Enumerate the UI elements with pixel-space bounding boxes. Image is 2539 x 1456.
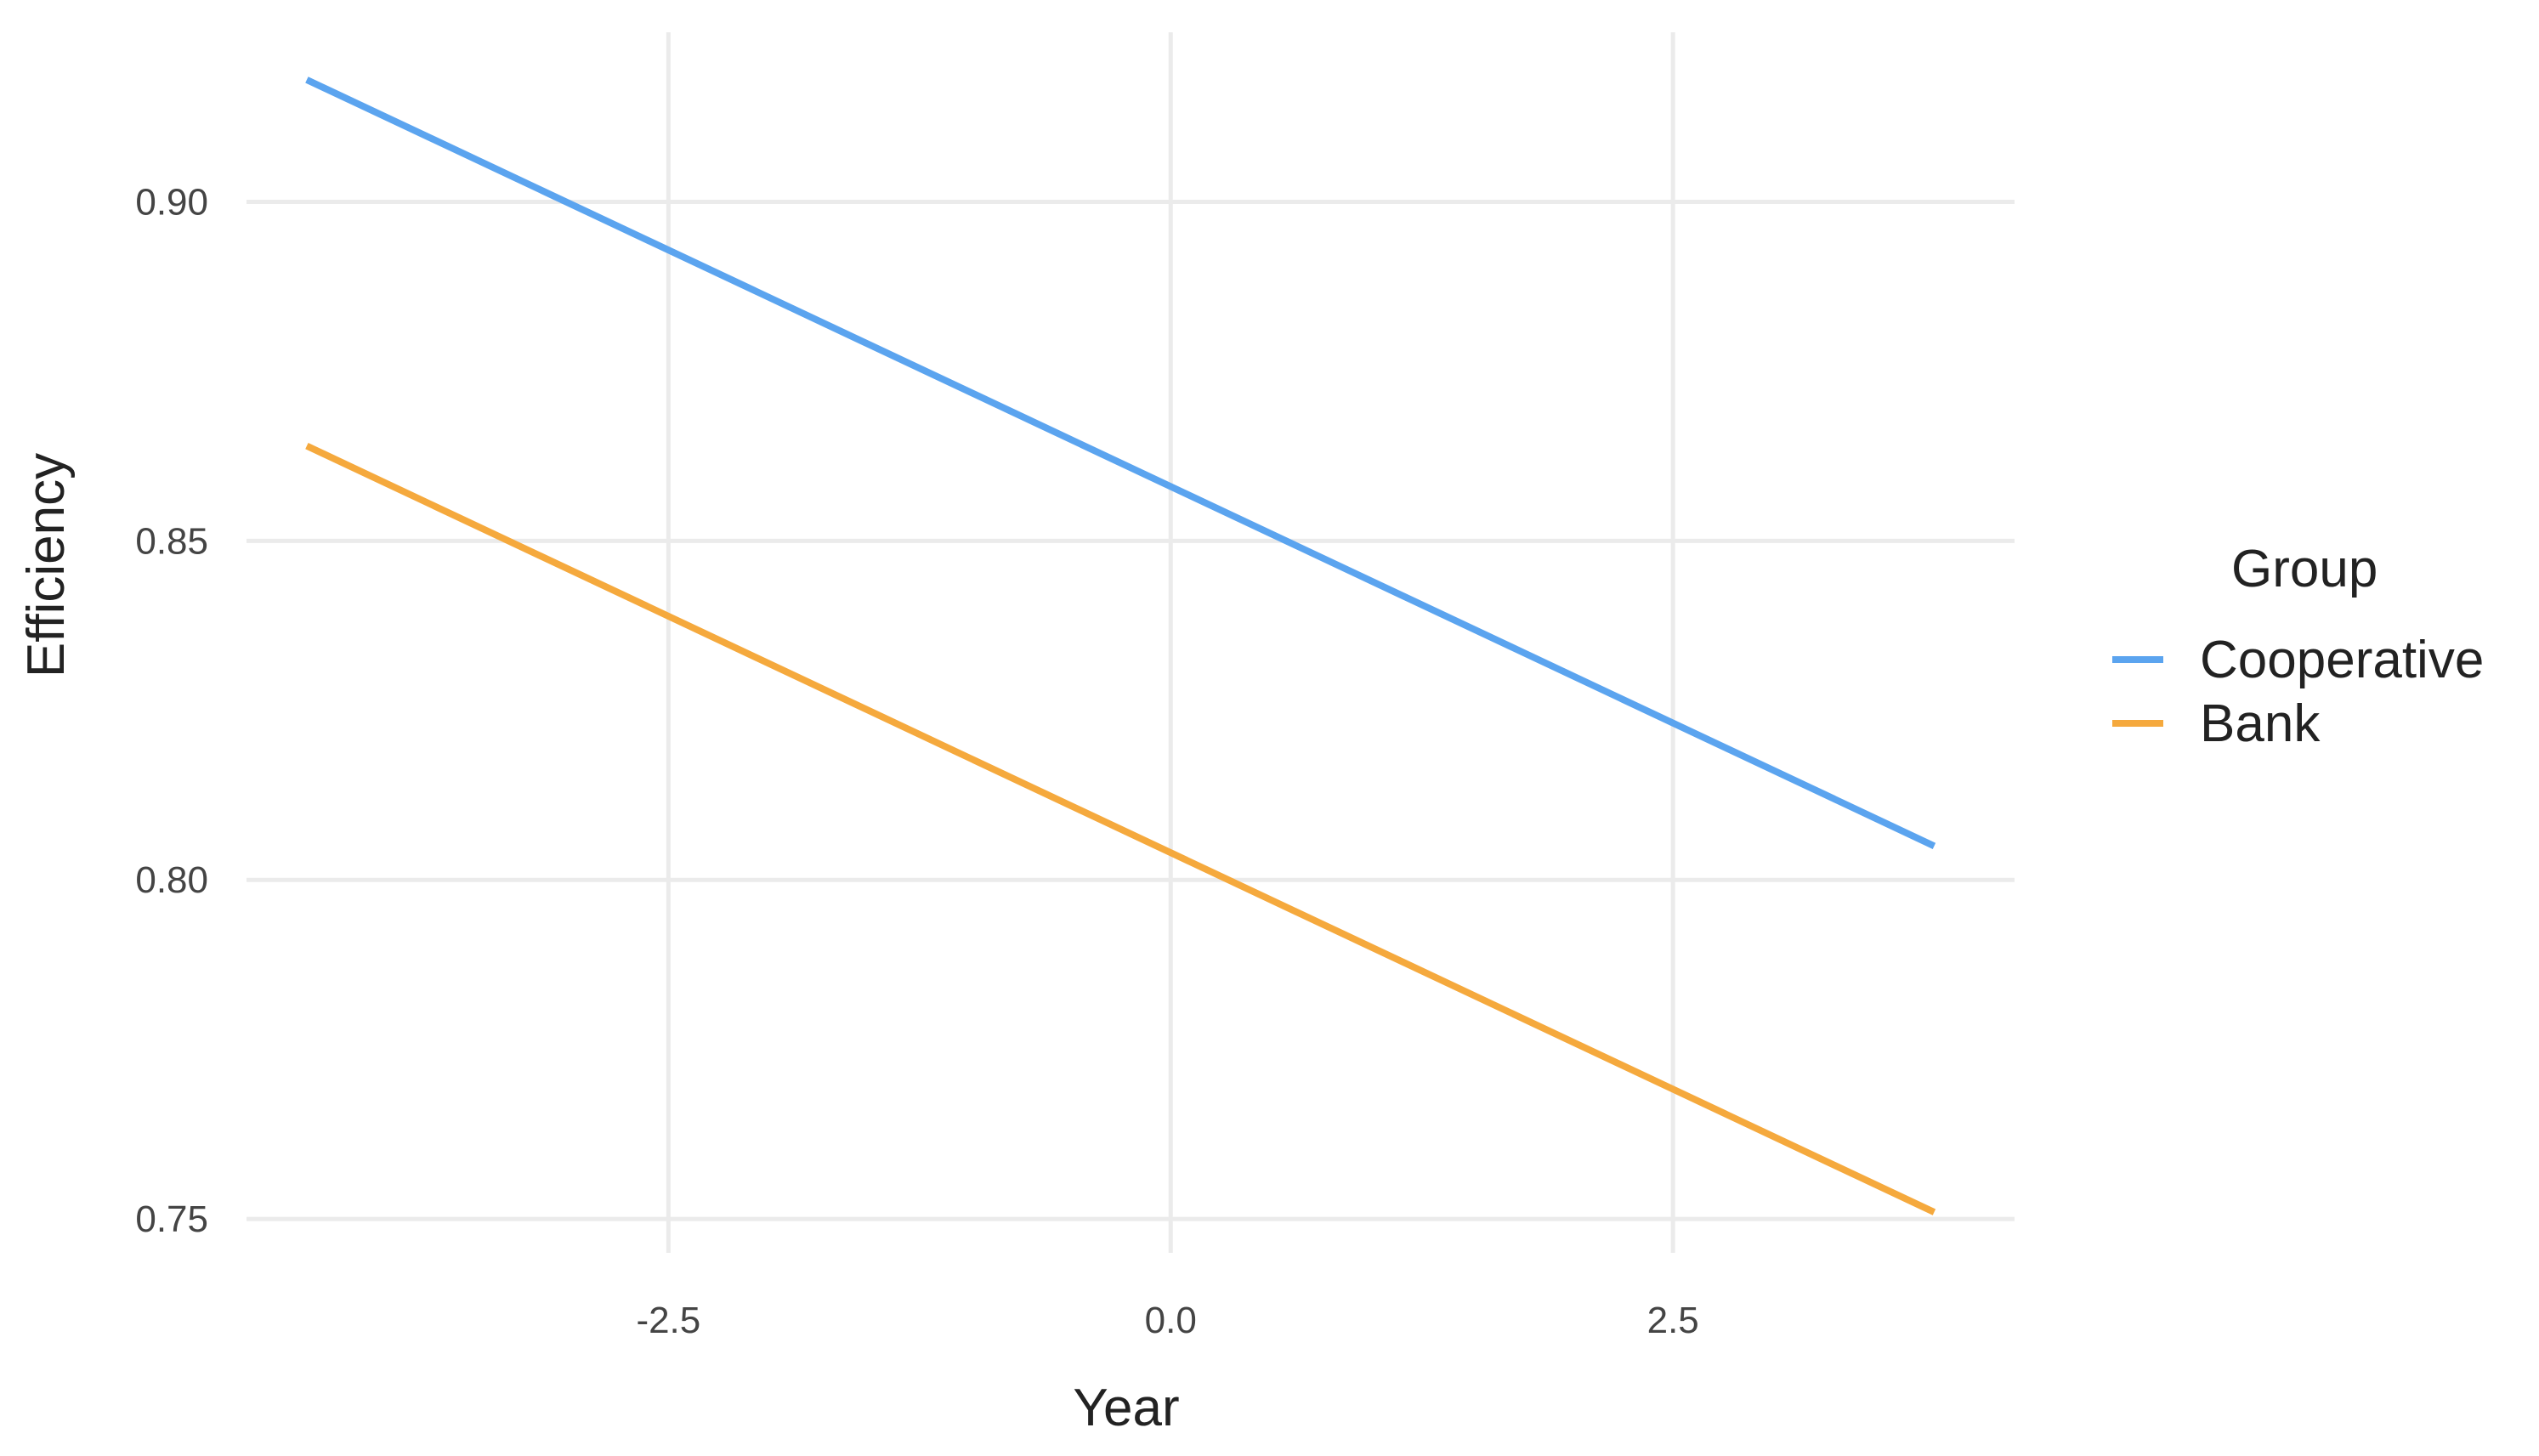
series-line-bank (305, 443, 1936, 1215)
y-tick-label: 0.90 (135, 181, 208, 223)
legend-title: Group (2231, 540, 2377, 598)
tick-labels: 0.75 0.80 0.85 0.90 -2.5 0.0 2.5 (135, 181, 1698, 1341)
x-tick-label: 2.5 (1647, 1300, 1699, 1341)
x-tick-label: -2.5 (636, 1300, 700, 1341)
y-tick-label: 0.85 (135, 520, 208, 562)
grid (247, 32, 2015, 1253)
series-line-cooperative (305, 76, 1936, 849)
y-tick-label: 0.75 (135, 1198, 208, 1240)
legend-label-bank: Bank (2200, 694, 2321, 753)
legend-label-cooperative: Cooperative (2200, 631, 2484, 689)
y-axis-title: Efficiency (17, 453, 76, 677)
x-tick-label: 0.0 (1145, 1300, 1197, 1341)
x-axis-title: Year (1073, 1379, 1179, 1437)
series-lines (305, 76, 1936, 1215)
y-tick-label: 0.80 (135, 859, 208, 901)
